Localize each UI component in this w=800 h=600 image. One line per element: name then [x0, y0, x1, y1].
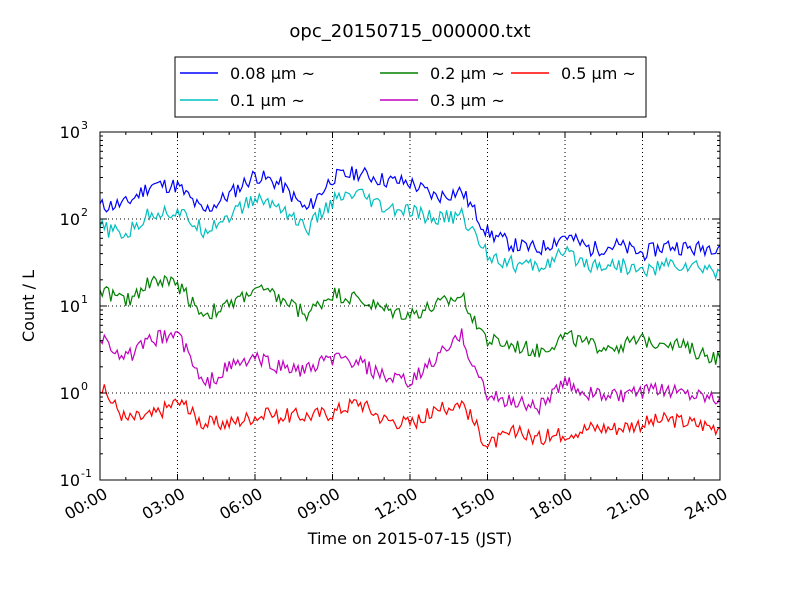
series-line	[99, 188, 721, 281]
x-tick-label: 21:00	[604, 484, 653, 524]
legend-item: 0.2 μm ~	[380, 64, 505, 83]
y-axis-label: Count / L	[19, 270, 38, 342]
x-tick-label: 09:00	[294, 484, 343, 524]
x-tick-label: 24:00	[681, 484, 730, 524]
legend-item: 0.08 μm ~	[180, 64, 315, 83]
y-tick-label: 10	[60, 210, 80, 229]
x-axis-label: Time on 2015-07-15 (JST)	[307, 529, 512, 548]
y-tick-exponent: 2	[81, 206, 88, 219]
series-1	[99, 188, 721, 281]
x-tick-label: 12:00	[371, 484, 420, 524]
y-tick-label: 10	[60, 471, 80, 490]
x-tick-label: 06:00	[216, 484, 265, 524]
x-tick-label: 18:00	[526, 484, 575, 524]
series-line	[99, 328, 721, 416]
x-tick-label: 03:00	[139, 484, 188, 524]
x-tick-label: 15:00	[449, 484, 498, 524]
series-4	[99, 384, 721, 449]
series-lines	[99, 166, 721, 449]
legend-label: 0.3 μm ~	[430, 91, 505, 110]
series-line	[99, 166, 721, 262]
legend-item: 0.3 μm ~	[380, 91, 505, 110]
series-2	[99, 274, 721, 365]
legend-label: 0.2 μm ~	[430, 64, 505, 83]
y-tick-label: 10	[60, 123, 80, 142]
legend: 0.08 μm ~ 0.1 μm ~ 0.2 μm ~ 0.3 μm ~ 0.5 μm …	[174, 56, 647, 118]
y-tick-exponent: -1	[81, 467, 92, 480]
legend-item: 0.5 μm ~	[511, 64, 636, 83]
legend-label: 0.1 μm ~	[230, 91, 305, 110]
y-tick-exponent: 0	[81, 380, 88, 393]
y-tick-exponent: 3	[81, 119, 88, 132]
legend-box	[174, 56, 647, 118]
y-tick-label: 10	[60, 297, 80, 316]
chart-title: opc_20150715_000000.txt	[289, 21, 530, 42]
y-tick-label: 10	[60, 384, 80, 403]
legend-item: 0.1 μm ~	[180, 91, 305, 110]
y-tick-exponent: 1	[81, 293, 88, 306]
legend-label: 0.08 μm ~	[230, 64, 315, 83]
series-3	[99, 328, 721, 416]
legend-label: 0.5 μm ~	[561, 64, 636, 83]
series-line	[99, 274, 721, 365]
series-line	[99, 384, 721, 449]
